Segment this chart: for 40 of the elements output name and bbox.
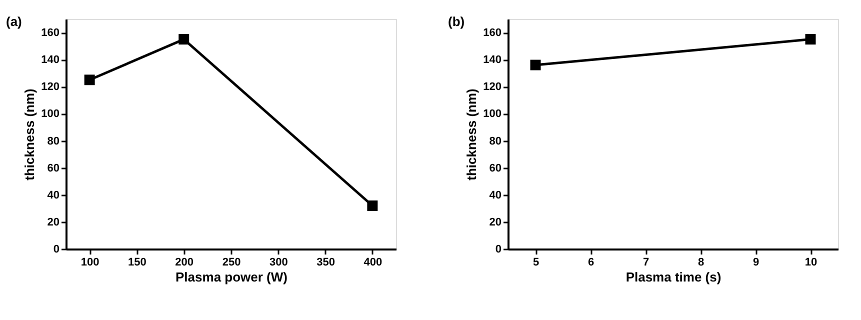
y-tick-label: 100	[41, 108, 60, 120]
x-tick-label: 5	[532, 256, 540, 268]
x-tick-label: 100	[80, 256, 100, 268]
x-tick-label: 400	[364, 256, 382, 268]
y-axis-title: thickness (nm)	[22, 88, 38, 180]
x-axis-title: Plasma power (W)	[176, 270, 288, 284]
y-tick-label: 60	[489, 162, 502, 174]
y-tick-label: 100	[483, 108, 502, 120]
x-tick-label: 200	[175, 256, 194, 268]
x-axis-title: Plasma time (s)	[626, 270, 722, 284]
x-tick-label: 350	[316, 256, 335, 268]
point	[178, 34, 190, 45]
x-tick-label: 300	[269, 256, 288, 268]
x-tick-label: 7	[642, 256, 650, 268]
y-tick-label: 160	[41, 27, 60, 40]
x-tick-label: 8	[698, 256, 704, 268]
y-tick-label: 40	[47, 189, 60, 202]
y-tick-label: 60	[47, 162, 60, 174]
y-tick-label: 160	[483, 27, 502, 40]
x-tick-label: 250	[222, 256, 241, 268]
x-tick-label: 10	[804, 256, 818, 268]
x-tick-label: 6	[588, 256, 594, 268]
y-tick-label: 140	[483, 54, 502, 66]
y-tick-label: 20	[47, 216, 60, 228]
point	[84, 74, 95, 86]
x-tick-label: 9	[752, 256, 760, 268]
y-tick-label: 120	[41, 81, 60, 94]
y-tick-label: 40	[489, 189, 502, 202]
y-tick-label: 20	[489, 216, 502, 228]
y-tick-label: 0	[53, 244, 60, 256]
y-tick-label: 80	[489, 135, 502, 148]
chart-title: (a)	[6, 14, 22, 29]
y-axis-title: thickness (nm)	[464, 88, 480, 180]
chart-title: (b)	[448, 14, 465, 29]
y-tick-label: 120	[483, 81, 502, 94]
y-tick-label: 0	[495, 244, 502, 256]
y-tick-label: 140	[41, 54, 60, 66]
y-tick-label: 80	[47, 135, 60, 148]
point	[367, 200, 378, 211]
x-tick-label: 150	[128, 256, 146, 268]
